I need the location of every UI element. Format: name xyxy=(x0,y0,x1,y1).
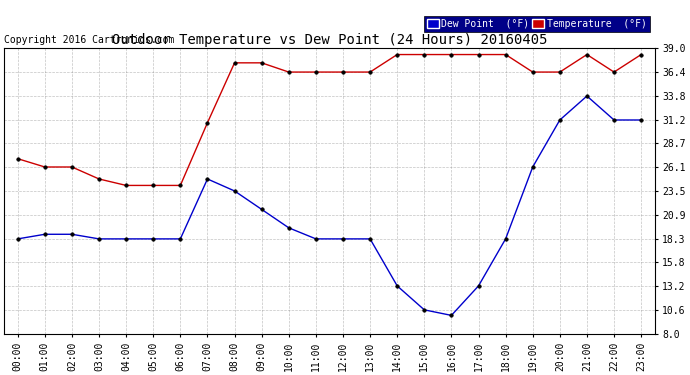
Legend: Dew Point  (°F), Temperature  (°F): Dew Point (°F), Temperature (°F) xyxy=(424,16,650,32)
Title: Outdoor Temperature vs Dew Point (24 Hours) 20160405: Outdoor Temperature vs Dew Point (24 Hou… xyxy=(112,33,547,47)
Text: Copyright 2016 Cartronics.com: Copyright 2016 Cartronics.com xyxy=(4,35,175,45)
